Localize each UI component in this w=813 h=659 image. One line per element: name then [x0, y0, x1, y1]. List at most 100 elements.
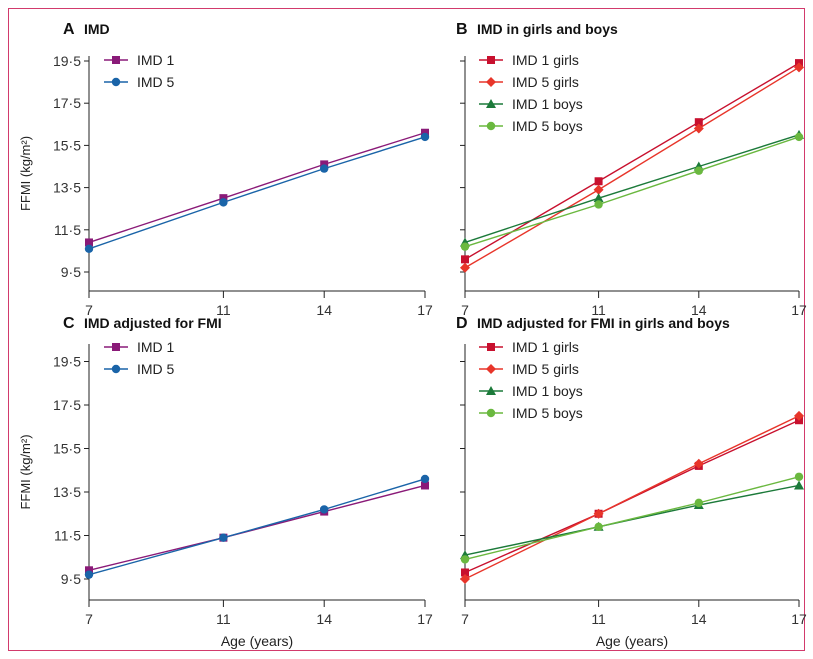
x-tick-label: 17: [791, 302, 807, 318]
panel-title: IMD adjusted for FMI: [84, 315, 222, 331]
legend-marker: [111, 364, 121, 374]
series-line: [88, 484, 426, 571]
series-line: [464, 134, 800, 244]
data-point: [794, 480, 804, 490]
x-tick-label: 7: [461, 611, 469, 627]
legend-marker: [486, 364, 496, 374]
data-point: [794, 410, 804, 421]
y-axis-label: FFMI (kg/m²): [18, 136, 33, 211]
series-line: [464, 476, 800, 561]
legend-marker: [112, 56, 120, 64]
panel-letter: A: [63, 21, 75, 38]
legend-label: IMD 5 girls: [512, 74, 579, 90]
data-point: [593, 184, 604, 195]
data-point: [219, 198, 228, 207]
data-point: [593, 193, 604, 203]
y-tick-label: 13·5: [53, 180, 81, 196]
legend-label: IMD 1 girls: [512, 52, 579, 68]
legend-label: IMD 5: [137, 74, 175, 90]
y-tick-label: 11·5: [54, 528, 81, 544]
data-point: [594, 200, 603, 209]
x-tick-label: 17: [417, 611, 433, 627]
panel-letter: D: [456, 315, 468, 332]
data-point: [694, 118, 703, 127]
y-tick-label: 19·5: [53, 354, 81, 370]
x-tick-label: 11: [591, 611, 606, 627]
data-point: [320, 505, 329, 514]
legend-marker: [487, 343, 495, 351]
legend-marker: [486, 99, 496, 108]
x-tick-label: 11: [591, 302, 606, 318]
data-point: [85, 238, 93, 247]
legend-marker: [486, 386, 496, 395]
series-line: [88, 478, 426, 576]
panel-letter: C: [63, 315, 75, 332]
y-tick-label: 19·5: [53, 53, 81, 69]
data-point: [593, 508, 604, 519]
data-point: [794, 472, 804, 481]
legend-label: IMD 1: [137, 339, 175, 355]
x-tick-label: 14: [691, 302, 707, 318]
data-point: [421, 128, 429, 137]
data-point: [694, 166, 703, 175]
data-point: [460, 555, 470, 564]
y-tick-label: 13·5: [53, 484, 81, 500]
data-point: [421, 481, 429, 490]
x-tick-label: 7: [85, 302, 93, 318]
series-line: [464, 62, 800, 260]
y-tick-label: 17·5: [53, 95, 81, 111]
series-line: [464, 415, 800, 580]
data-point: [420, 474, 430, 484]
data-point: [219, 533, 228, 542]
data-point: [693, 458, 704, 469]
y-tick-label: 11·5: [54, 222, 81, 238]
legend-label: IMD 5 boys: [512, 405, 583, 421]
panel-title: IMD: [84, 21, 110, 37]
data-point: [320, 164, 329, 173]
legend-marker: [486, 77, 496, 87]
data-point: [84, 244, 94, 253]
panel-letter: B: [456, 21, 468, 38]
data-point: [460, 574, 470, 584]
series-line: [464, 136, 800, 248]
legend-marker: [486, 408, 496, 418]
x-tick-label: 11: [216, 302, 231, 318]
legend-label: IMD 1 boys: [512, 96, 583, 112]
data-point: [693, 123, 704, 134]
legend-label: IMD 5 boys: [512, 118, 583, 134]
data-point: [219, 194, 228, 203]
data-point: [794, 132, 804, 142]
data-point: [694, 498, 703, 508]
legend-label: IMD 5 girls: [512, 361, 579, 377]
y-tick-label: 15·5: [53, 137, 81, 153]
x-axis-label: Age (years): [596, 633, 668, 649]
data-point: [461, 568, 469, 577]
x-tick-label: 7: [85, 611, 93, 627]
legend-marker: [111, 77, 121, 87]
x-tick-label: 17: [791, 611, 807, 627]
data-point: [594, 177, 603, 186]
data-point: [460, 262, 470, 273]
legend-label: IMD 1 boys: [512, 383, 583, 399]
y-tick-label: 17·5: [53, 397, 81, 413]
data-point: [461, 255, 469, 264]
x-tick-label: 14: [691, 611, 707, 627]
x-axis-label: Age (years): [221, 633, 293, 649]
legend-label: IMD 1 girls: [512, 339, 579, 355]
x-tick-label: 11: [216, 611, 231, 627]
figure-frame: [8, 8, 805, 651]
data-point: [320, 160, 329, 169]
panel-title: IMD adjusted for FMI in girls and boys: [477, 315, 730, 331]
x-tick-label: 7: [461, 302, 469, 318]
legend-label: IMD 5: [137, 361, 175, 377]
legend-label: IMD 1: [137, 52, 175, 68]
data-point: [85, 566, 93, 575]
y-tick-label: 9·5: [61, 571, 81, 587]
x-tick-label: 17: [417, 302, 433, 318]
data-point: [84, 570, 94, 579]
series-line: [464, 66, 800, 269]
legend-marker: [487, 56, 495, 64]
series-line: [88, 132, 426, 244]
y-tick-label: 9·5: [61, 264, 81, 280]
